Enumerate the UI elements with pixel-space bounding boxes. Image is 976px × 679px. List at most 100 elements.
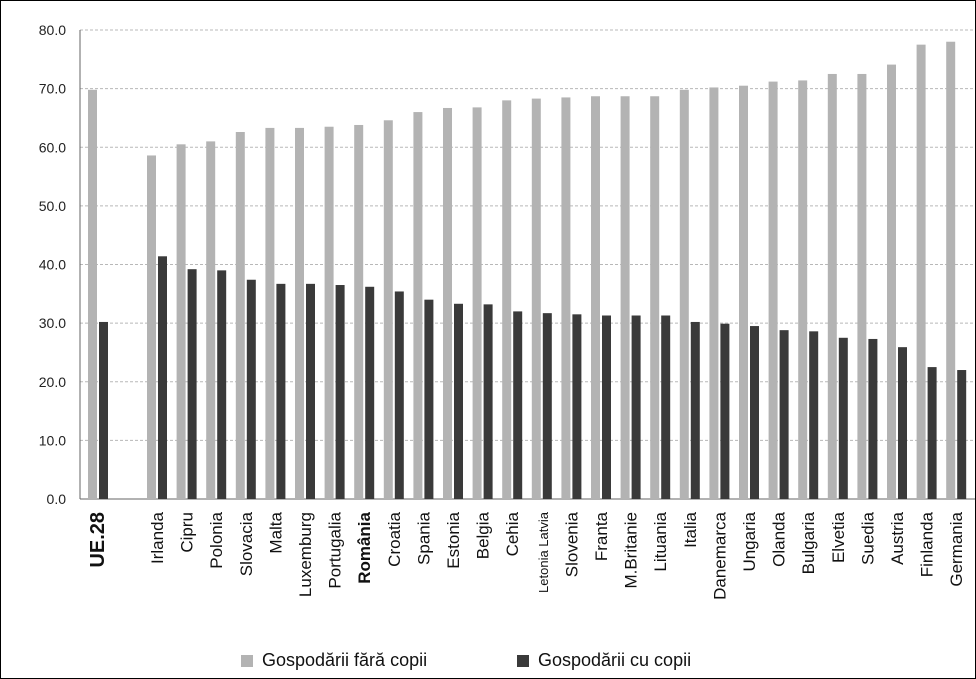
category-label: Franta — [592, 511, 611, 561]
bar-fara-copii — [443, 107, 452, 499]
y-tick-label: 70.0 — [39, 81, 66, 97]
bar-cu-copii — [513, 311, 523, 499]
category-label: Suedia — [858, 511, 877, 564]
category-label: Italia — [681, 511, 700, 547]
bar-fara-copii — [768, 81, 778, 499]
y-tick-label: 20.0 — [39, 374, 66, 390]
category-label: Malta — [266, 511, 285, 553]
bar-fara-copii — [561, 97, 571, 499]
bar-cu-copii — [809, 331, 819, 499]
category-label: Luxemburg — [296, 512, 315, 597]
bar-cu-copii — [898, 347, 907, 499]
legend-label-cu-copii: Gospodării cu copii — [538, 650, 691, 670]
bar-fara-copii — [709, 87, 719, 499]
bar-cu-copii — [779, 330, 789, 499]
bar-cu-copii — [572, 314, 582, 499]
bar-fara-copii — [147, 155, 156, 499]
bar-cu-copii — [246, 279, 256, 499]
bar-fara-copii — [946, 41, 956, 499]
y-tick-label: 0.0 — [47, 491, 67, 507]
bar-cu-copii — [750, 326, 759, 499]
bar-fara-copii — [265, 127, 275, 499]
bar-fara-copii — [916, 44, 926, 499]
bar-fara-copii — [472, 107, 482, 499]
bar-cu-copii — [217, 270, 227, 499]
legend-swatch-fara-copii — [241, 655, 253, 667]
bar-cu-copii — [365, 286, 375, 499]
bar-cu-copii — [424, 299, 434, 499]
bar-cu-copii — [542, 313, 552, 499]
bar-cu-copii — [957, 370, 967, 499]
category-label: M.Britanie — [622, 512, 641, 589]
category-label: Finlanda — [918, 511, 937, 577]
bar-fara-copii — [206, 141, 216, 499]
bar-fara-copii — [798, 80, 808, 499]
bar-fara-copii — [235, 132, 245, 499]
category-label: Germania — [947, 511, 966, 586]
bar-cu-copii — [187, 269, 197, 499]
category-label: Austria — [888, 511, 907, 564]
bar-fara-copii — [354, 124, 364, 499]
category-label: România — [355, 511, 374, 583]
bar-fara-copii — [413, 112, 423, 499]
category-label: Ungaria — [740, 511, 759, 571]
y-tick-label: 40.0 — [39, 257, 66, 273]
bar-fara-copii — [502, 100, 512, 499]
category-label: Polonia — [207, 511, 226, 568]
bar-cu-copii — [454, 303, 463, 499]
bar-fara-copii — [324, 126, 334, 499]
category-label: Cipru — [178, 512, 197, 553]
bar-fara-copii — [176, 144, 186, 499]
category-label: Olanda — [770, 511, 789, 566]
bar-cu-copii — [276, 283, 286, 499]
bar-fara-copii — [887, 64, 896, 500]
legend-label-fara-copii: Gospodării fără copii — [262, 650, 427, 670]
bar-fara-copii — [531, 98, 541, 499]
bar-fara-copii — [679, 89, 689, 500]
category-label: Lituania — [651, 511, 670, 571]
y-tick-label: 60.0 — [39, 139, 66, 155]
bar-cu-copii — [394, 291, 404, 499]
bar-cu-copii — [602, 315, 611, 499]
category-label: Croatia — [385, 511, 404, 566]
bar-fara-copii — [620, 96, 630, 499]
category-label: Danemarca — [710, 511, 729, 599]
bar-fara-copii — [827, 73, 837, 499]
bar-cu-copii — [631, 315, 641, 499]
y-tick-label: 10.0 — [39, 432, 66, 448]
category-label: Cehia — [503, 511, 522, 556]
bar-cu-copii — [306, 283, 315, 499]
bar-cu-copii — [690, 321, 700, 499]
bar-cu-copii — [99, 321, 108, 499]
bar-fara-copii — [739, 85, 748, 499]
legend-swatch-cu-copii — [517, 655, 529, 667]
bar-fara-copii — [591, 96, 600, 499]
category-label: Elvetia — [829, 511, 848, 563]
bar-fara-copii — [383, 120, 393, 499]
category-label: Portugalia — [326, 511, 345, 588]
y-tick-label: 30.0 — [39, 315, 66, 331]
category-label: Irlanda — [148, 511, 167, 564]
category-label: Belgia — [474, 511, 493, 559]
category-label: Spania — [414, 511, 433, 564]
category-label: UE.28 — [87, 512, 109, 568]
category-label: Bulgaria — [799, 511, 818, 574]
bar-cu-copii — [720, 323, 730, 499]
bar-cu-copii — [158, 256, 167, 499]
bar-cu-copii — [335, 285, 345, 499]
bar-cu-copii — [661, 315, 671, 499]
bar-cu-copii — [927, 367, 937, 499]
category-label: Estonia — [444, 511, 463, 568]
bar-fara-copii — [650, 96, 660, 499]
bar-cu-copii — [483, 304, 493, 499]
y-tick-label: 80.0 — [39, 22, 66, 38]
bar-fara-copii — [88, 89, 97, 500]
bar-fara-copii — [295, 127, 304, 499]
category-label: Slovenia — [562, 511, 581, 577]
y-tick-label: 50.0 — [39, 198, 66, 214]
category-label: Letonia Latvia — [536, 511, 551, 593]
category-label: Slovacia — [237, 511, 256, 576]
bar-cu-copii — [868, 338, 878, 499]
bar-cu-copii — [838, 337, 848, 499]
